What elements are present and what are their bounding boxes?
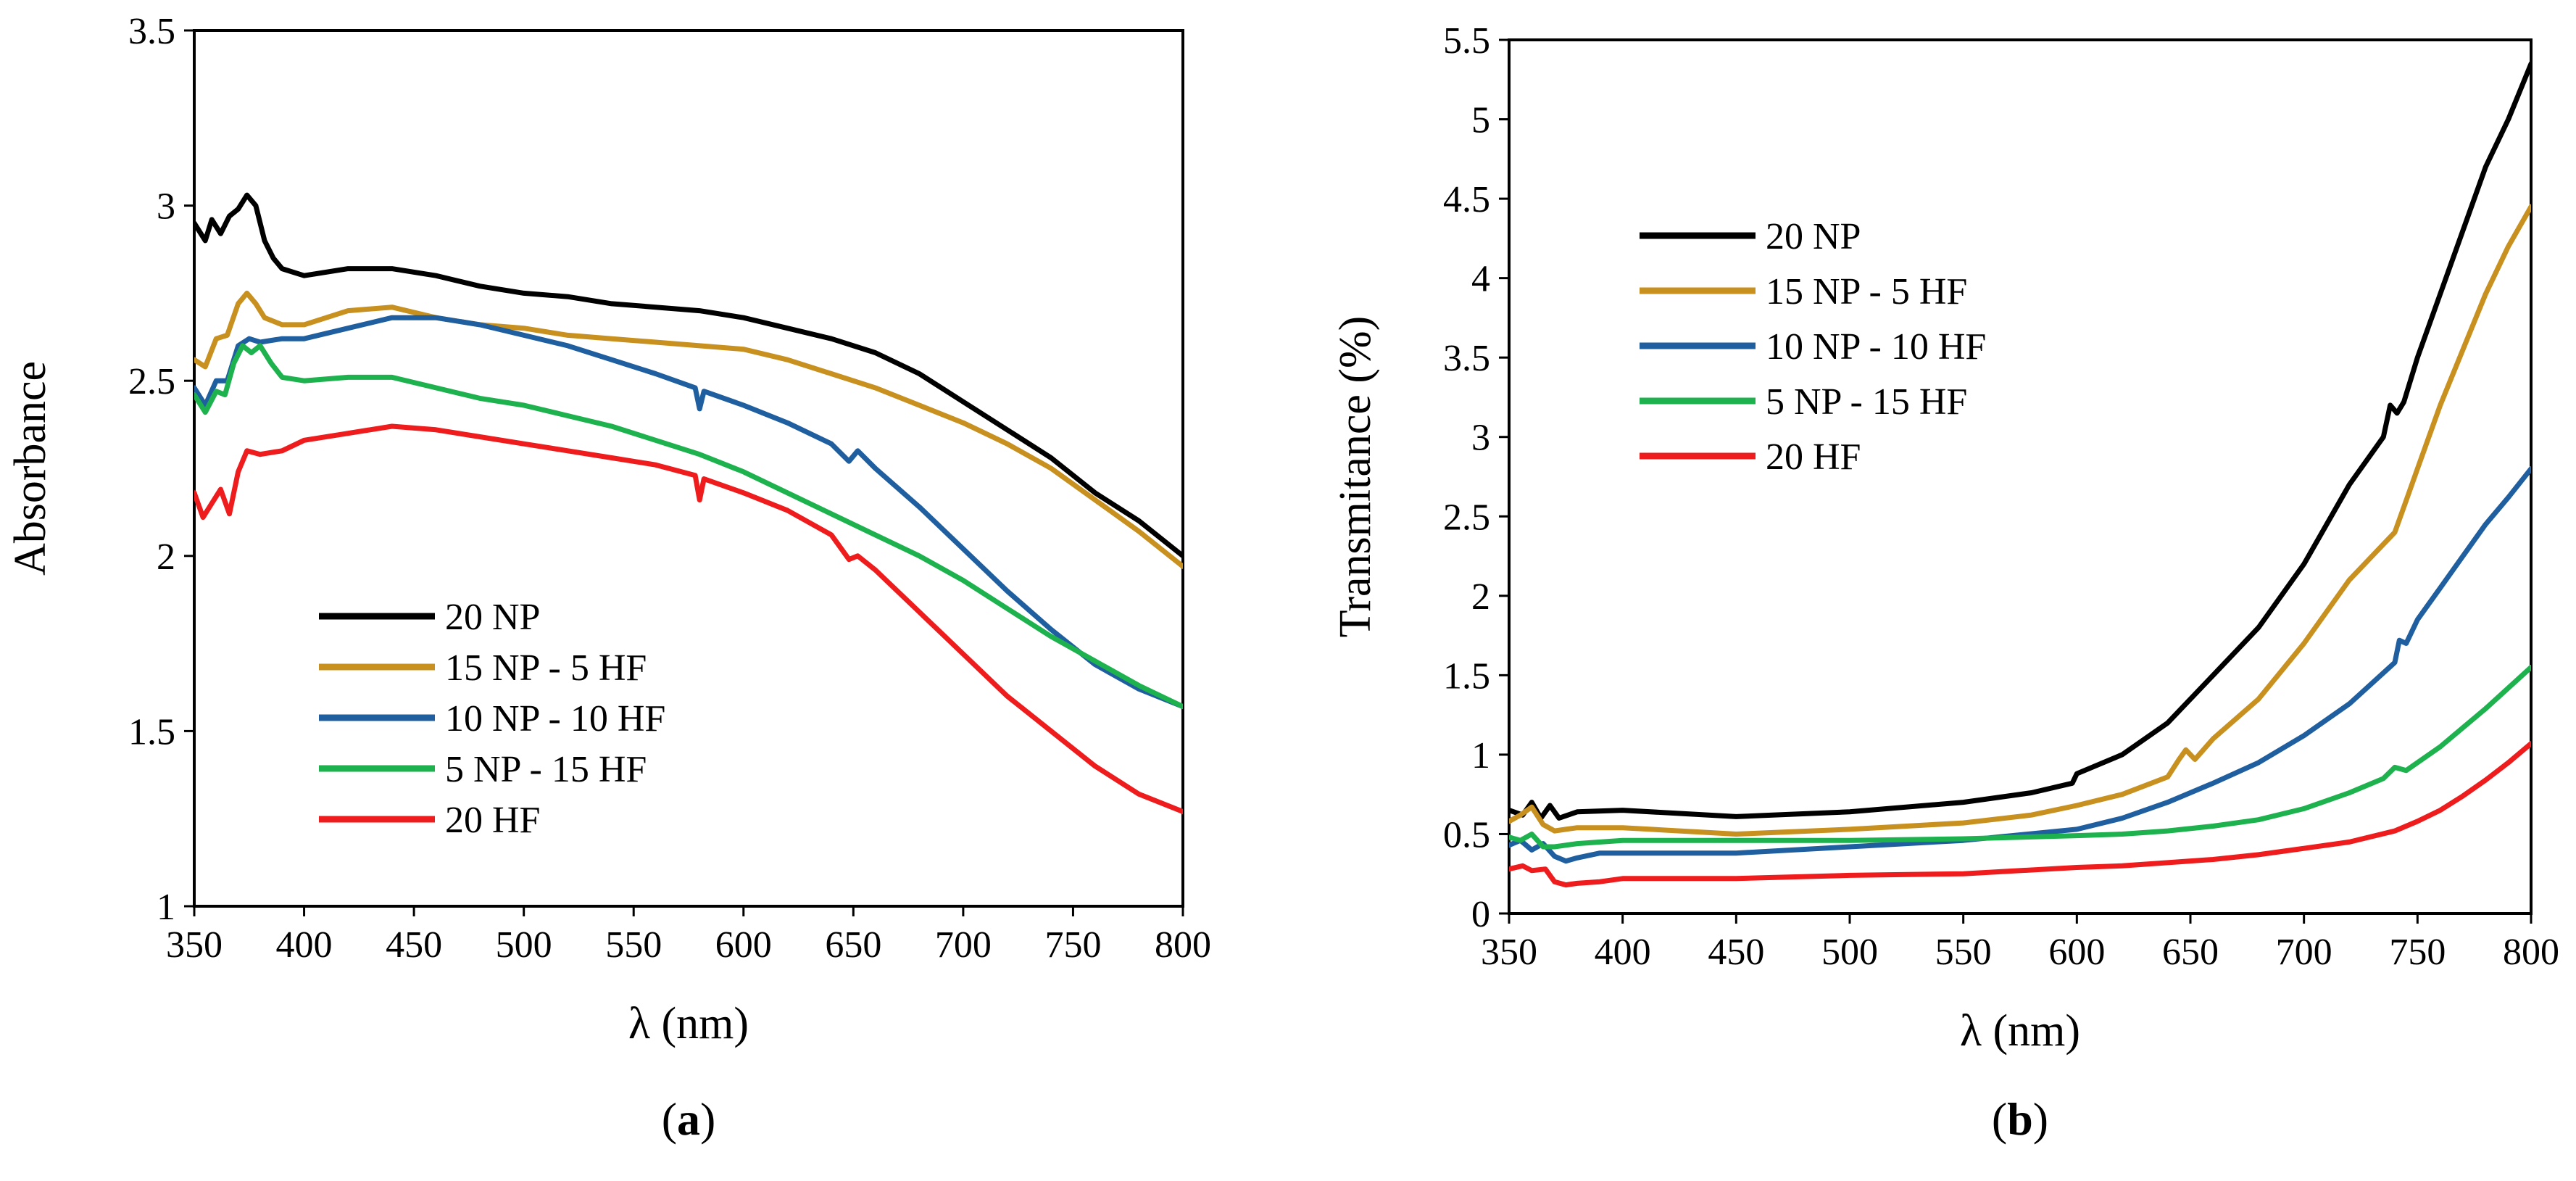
y-tick-label: 4 [1471, 259, 1490, 300]
panel-caption-close: ) [700, 1093, 715, 1145]
x-tick-label: 350 [1481, 932, 1537, 973]
x-tick-label: 450 [386, 924, 442, 966]
legend: 20 NP 15 NP - 5 HF 10 NP - 10 HF 5 NP - 15 … [319, 597, 665, 841]
x-tick-label: 700 [935, 924, 992, 966]
series-line-10-np-10-hf [1509, 466, 2531, 864]
x-axis-label: λ (nm) [1960, 1006, 2080, 1056]
y-tick-label: 1.5 [128, 711, 175, 753]
legend-label-10-np-10-hf: 10 NP - 10 HF [1766, 326, 1986, 368]
y-tick-label: 3 [157, 186, 175, 228]
panel-caption-close: ) [2033, 1093, 2048, 1145]
series-line-5-np-15-hf [194, 343, 1183, 710]
plot-area-frame [193, 29, 1184, 908]
chart-panel-a: 350 400 450 500 550 600 650 700 750 800 1 1.5 2 2.5 3 3… [6, 11, 1211, 1145]
panel-caption-letter: a [677, 1093, 700, 1145]
y-tick-label: 2 [157, 536, 175, 578]
y-tick-label: 3 [1471, 418, 1490, 459]
x-tick-label: 500 [1821, 932, 1878, 973]
legend: 20 NP 15 NP - 5 HF 10 NP - 10 HF 5 NP - 15 … [1640, 216, 1986, 478]
legend-label-20-np: 20 NP [1766, 216, 1861, 257]
panel-caption-open: ( [1992, 1093, 2007, 1145]
x-tick-label: 750 [2389, 932, 2446, 973]
y-tick-label: 1.5 [1443, 655, 1490, 697]
x-tick-label: 350 [166, 924, 223, 966]
y-tick-label: 1 [1471, 735, 1490, 776]
y-tick-label: 4.5 [1443, 179, 1490, 220]
legend-label-15-np-5-hf: 15 NP - 5 HF [445, 647, 647, 689]
panel-caption: (a) [662, 1093, 716, 1145]
x-tick-label: 650 [825, 924, 881, 966]
x-tick-label: 750 [1044, 924, 1101, 966]
chart-panel-b: 350 400 450 500 550 600 650 700 750 800 0 0.5 1 1.5 2 2… [1331, 20, 2559, 1145]
x-tick-label: 650 [2162, 932, 2219, 973]
x-tick-label: 400 [1595, 932, 1651, 973]
panel-caption-letter: b [2007, 1093, 2033, 1145]
x-tick-label: 500 [496, 924, 552, 966]
y-tick-label: 1 [157, 887, 175, 928]
y-axis-label: Absorbance [6, 361, 55, 576]
panel-caption: (b) [1992, 1093, 2048, 1145]
y-tick-label: 2 [1471, 576, 1490, 618]
y-tick-label: 2.5 [128, 361, 175, 402]
x-tick-label: 550 [605, 924, 662, 966]
plot-area-frame [1508, 38, 2533, 915]
series-line-20-np [194, 192, 1183, 559]
x-tick-label: 800 [2503, 932, 2559, 973]
legend-label-20-hf: 20 HF [445, 800, 540, 841]
x-tick-label: 600 [2048, 932, 2105, 973]
y-tick-label: 3.5 [1443, 338, 1490, 379]
legend-label-5-np-15-hf: 5 NP - 15 HF [1766, 381, 1967, 423]
x-tick-label: 400 [276, 924, 333, 966]
series-line-15-np-5-hf [194, 290, 1183, 569]
y-tick-label: 5 [1471, 100, 1490, 141]
panel-caption-open: ( [662, 1093, 677, 1145]
series-line-5-np-15-hf [1509, 664, 2531, 850]
x-axis-label: λ (nm) [628, 999, 749, 1048]
series-line-20-hf [194, 423, 1183, 814]
x-tick-label: 450 [1708, 932, 1764, 973]
y-tick-label: 0 [1471, 894, 1490, 935]
series-line-10-np-10-hf [194, 315, 1183, 710]
y-tick-label: 5.5 [1443, 20, 1490, 62]
x-tick-label: 550 [1935, 932, 1992, 973]
legend-label-5-np-15-hf: 5 NP - 15 HF [445, 749, 647, 790]
x-tick-label: 700 [2276, 932, 2332, 973]
series-line-20-hf [1509, 741, 2531, 888]
legend-label-15-np-5-hf: 15 NP - 5 HF [1766, 271, 1967, 312]
legend-label-20-np: 20 NP [445, 597, 540, 638]
x-tick-label: 800 [1155, 924, 1211, 966]
y-tick-label: 2.5 [1443, 497, 1490, 538]
series-line-15-np-5-hf [1509, 204, 2531, 837]
y-tick-label: 3.5 [128, 11, 175, 52]
legend-label-10-np-10-hf: 10 NP - 10 HF [445, 698, 665, 739]
legend-label-20-hf: 20 HF [1766, 436, 1861, 478]
series-line-20-np [1509, 61, 2531, 821]
y-tick-label: 0.5 [1443, 814, 1490, 855]
y-axis-label: Transmitance (%) [1331, 316, 1380, 638]
x-tick-label: 600 [715, 924, 772, 966]
